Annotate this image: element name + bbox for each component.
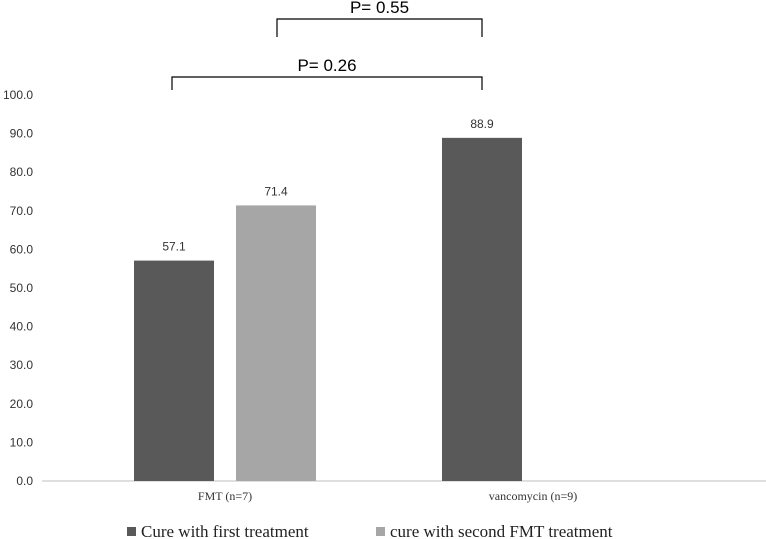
x-tick-label: vancomycin (n=9)	[489, 489, 577, 503]
category-labels: FMT (n=7) vancomycin (n=9)	[198, 489, 577, 503]
p-value-label: P= 0.26	[297, 56, 356, 75]
legend-label: cure with second FMT treatment	[390, 522, 613, 539]
y-tick-label: 10.0	[10, 435, 34, 449]
y-tick-label: 60.0	[10, 242, 34, 256]
legend: Cure with first treatment cure with secon…	[127, 522, 613, 539]
y-tick-label: 90.0	[10, 127, 34, 141]
y-tick-label: 30.0	[10, 358, 34, 372]
p-value-label: P= 0.55	[350, 0, 409, 17]
data-labels: 57.1 71.4 88.9	[162, 117, 494, 254]
y-tick-label: 80.0	[10, 165, 34, 179]
bar	[442, 137, 522, 481]
x-tick-label: FMT (n=7)	[198, 489, 252, 503]
significance-bracket	[276, 18, 483, 37]
y-tick-label: 20.0	[10, 397, 34, 411]
data-label: 57.1	[162, 240, 186, 254]
bars	[134, 137, 522, 481]
y-tick-label: 50.0	[10, 281, 34, 295]
legend-swatch	[127, 527, 136, 536]
bar	[236, 205, 316, 481]
y-axis-ticks: 0.0 10.0 20.0 30.0 40.0 50.0 60.0 70.0 80.0 90.0 1…	[3, 88, 33, 488]
legend-swatch	[376, 527, 385, 536]
legend-label: Cure with first treatment	[141, 522, 309, 539]
significance-bracket	[171, 76, 483, 90]
data-label: 88.9	[470, 117, 494, 131]
significance-brackets: P= 0.55 P= 0.26	[171, 0, 483, 90]
y-tick-label: 100.0	[3, 88, 33, 102]
y-tick-label: 40.0	[10, 320, 34, 334]
y-tick-label: 0.0	[16, 474, 33, 488]
data-label: 71.4	[264, 184, 288, 198]
y-tick-label: 70.0	[10, 204, 34, 218]
bar	[134, 260, 214, 481]
